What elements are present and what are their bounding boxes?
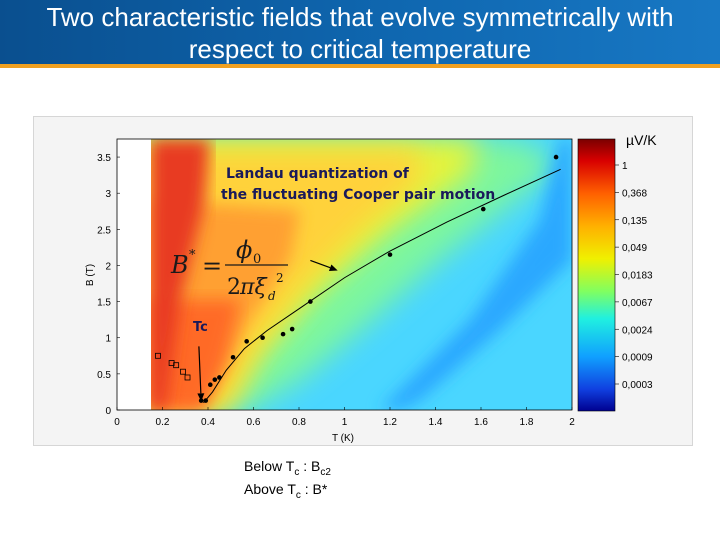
svg-text:0: 0 bbox=[253, 252, 261, 267]
data-point-filled bbox=[553, 154, 559, 160]
x-axis-label: T (K) bbox=[332, 433, 354, 444]
x-tick-label: 0.4 bbox=[201, 417, 215, 428]
x-tick-label: 1.4 bbox=[429, 417, 443, 428]
title-bar bbox=[0, 0, 720, 68]
formula-annotation: B * = ϕ 0 2 πξ d 2 bbox=[170, 236, 288, 303]
landau-annotation-line1: Landau quantization of bbox=[226, 166, 410, 182]
colorbar bbox=[577, 138, 616, 412]
data-point-filled bbox=[387, 252, 393, 257]
data-point-filled bbox=[230, 354, 236, 360]
heatmap-field bbox=[117, 139, 572, 410]
data-point-open bbox=[184, 374, 191, 381]
y-tick-label: 2.5 bbox=[97, 225, 111, 236]
y-tick-label: 0.5 bbox=[97, 370, 111, 381]
colorbar-ticks: 1 0,368 0,135 0,049 0,0183 0,0067 0,0024 0,0009… bbox=[615, 161, 653, 391]
x-tick-label: 2 bbox=[569, 417, 575, 428]
colorbar-tick-label: 0,049 bbox=[622, 243, 647, 254]
colorbar-tick-label: 0,368 bbox=[622, 188, 647, 199]
x-tick-label: 0.8 bbox=[292, 417, 306, 428]
data-point-filled bbox=[244, 339, 249, 344]
svg-text:*: * bbox=[189, 248, 196, 263]
data-point-filled bbox=[203, 398, 209, 403]
x-tick-label: 1 bbox=[342, 417, 348, 428]
data-point-open bbox=[155, 352, 161, 359]
colorbar-tick-label: 0,0024 bbox=[622, 325, 653, 336]
colorbar-unit: µV/K bbox=[626, 132, 657, 148]
y-tick-label: 1 bbox=[105, 334, 111, 345]
formula-arrowhead bbox=[328, 264, 338, 272]
title-accent-line bbox=[0, 64, 720, 68]
formula-arrow bbox=[310, 259, 331, 269]
x-tick-label: 0.2 bbox=[156, 417, 170, 428]
data-point-filled bbox=[280, 331, 286, 337]
caption: Below Tc : Bc2 Above Tc : B* bbox=[244, 458, 331, 504]
colorbar-tick-label: 0,0183 bbox=[622, 271, 653, 282]
svg-text:=: = bbox=[202, 252, 222, 280]
y-axis-ticks: 0 0.5 1 1.5 2 2.5 3 3.5 bbox=[97, 153, 120, 417]
caption-line-above: Above Tc : B* bbox=[244, 480, 328, 501]
data-points bbox=[155, 154, 559, 403]
x-axis-ticks: 0 0.2 0.4 0.6 0.8 1 1.2 1.4 1.6 1.8 2 bbox=[114, 407, 575, 428]
data-point-filled bbox=[289, 326, 295, 332]
y-tick-label: 3 bbox=[105, 189, 111, 200]
data-point-filled bbox=[480, 206, 486, 212]
data-point-filled bbox=[217, 375, 222, 380]
data-point-filled bbox=[308, 299, 313, 304]
colorbar-tick-label: 0,0003 bbox=[622, 380, 653, 391]
svg-text:2: 2 bbox=[276, 271, 284, 285]
svg-text:B: B bbox=[170, 251, 189, 279]
x-tick-label: 1.8 bbox=[520, 417, 534, 428]
svg-text:2: 2 bbox=[227, 275, 241, 300]
y-tick-label: 3.5 bbox=[97, 153, 111, 164]
landau-annotation-line2: the fluctuating Cooper pair motion bbox=[221, 187, 495, 203]
slide-title: Two characteristic fields that evolve sy… bbox=[46, 2, 674, 64]
tc-arrowhead bbox=[197, 393, 205, 402]
svg-text:d: d bbox=[268, 289, 276, 303]
tc-label: Tc bbox=[193, 320, 208, 335]
colorbar-tick-label: 0,0009 bbox=[622, 353, 653, 364]
y-tick-label: 0 bbox=[105, 406, 111, 417]
y-tick-label: 1.5 bbox=[97, 298, 111, 309]
caption-line-below: Below Tc : Bc2 bbox=[244, 458, 331, 478]
svg-text:πξ: πξ bbox=[239, 275, 268, 300]
x-tick-label: 0 bbox=[114, 417, 120, 428]
x-tick-label: 0.6 bbox=[247, 417, 261, 428]
colorbar-tick-label: 0,0067 bbox=[622, 298, 653, 309]
data-point-open bbox=[180, 368, 186, 375]
svg-text:ϕ: ϕ bbox=[236, 236, 252, 264]
data-point-filled bbox=[212, 377, 218, 382]
y-axis-label: B (T) bbox=[85, 264, 96, 286]
data-point-filled bbox=[207, 382, 213, 388]
data-point-filled bbox=[260, 335, 265, 341]
x-tick-label: 1.6 bbox=[474, 417, 488, 428]
colorbar-tick-label: 1 bbox=[622, 161, 628, 172]
x-tick-label: 1.2 bbox=[383, 417, 397, 428]
data-point-open bbox=[173, 362, 180, 369]
tc-arrow bbox=[198, 346, 202, 394]
colorbar-tick-label: 0,135 bbox=[622, 216, 647, 227]
y-tick-label: 2 bbox=[105, 261, 111, 272]
